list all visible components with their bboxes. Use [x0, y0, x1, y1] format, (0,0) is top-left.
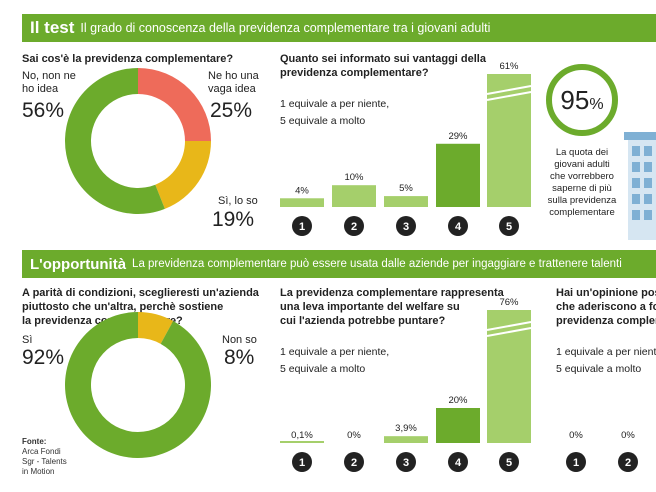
category-marker-3 — [396, 452, 416, 472]
bar1-question: Quanto sei informato sui vantaggi della … — [280, 53, 486, 79]
category-label-5: 5 — [506, 221, 512, 233]
bar-label-2: 0% — [621, 430, 635, 441]
source-note: Fonte: Arca Fondi Sgr - Talents in Motio… — [22, 437, 67, 476]
bar-label-2: 0% — [347, 430, 361, 441]
bar-label-1: 0,1% — [291, 430, 313, 441]
bar-label-3: 3,9% — [395, 423, 417, 434]
category-marker-4 — [448, 216, 468, 236]
category-marker-2 — [344, 216, 364, 236]
badge-circle: 95% — [546, 64, 618, 136]
bar-4 — [436, 408, 480, 443]
bar-label-4: 29% — [448, 131, 468, 142]
donut2-value-nonso: 8% — [224, 346, 255, 369]
bar-chart-3: 0% 1 0% 2 — [566, 430, 638, 472]
donut1-value-si: 19% — [212, 208, 255, 231]
donut1-value-no: 56% — [22, 99, 65, 122]
bar2-scale: 1 equivale a per niente, 5 equivale a mo… — [280, 346, 390, 375]
donut-slice-1 — [138, 68, 211, 141]
category-marker-3 — [396, 216, 416, 236]
category-marker-2 — [618, 452, 638, 472]
donut1-label-vaga: Ne ho una vaga idea — [208, 70, 259, 95]
donut-slice-2 — [155, 141, 211, 209]
donut-chart-1 — [65, 68, 211, 214]
bar-3 — [384, 196, 428, 207]
bar-chart-2: 0,1% 1 0% 2 3,9% 3 20% 4 76% 5 — [280, 297, 532, 472]
category-label-2: 2 — [351, 457, 357, 469]
category-label-3: 3 — [403, 221, 409, 233]
bar-label-4: 20% — [448, 395, 468, 406]
bar1-scale: 1 equivale a per niente, 5 equivale a mo… — [280, 98, 390, 127]
category-marker-1 — [292, 452, 312, 472]
bar-1-stub — [280, 441, 324, 443]
category-label-3: 3 — [403, 457, 409, 469]
category-marker-2 — [344, 452, 364, 472]
bar-1 — [280, 198, 324, 207]
badge-value: 95% — [560, 85, 603, 115]
building-icon — [624, 132, 656, 240]
third-scale: 1 equivale a per nient 5 equivale a molt… — [556, 346, 656, 375]
category-marker-5 — [499, 452, 519, 472]
donut2-value-si: 92% — [22, 346, 65, 369]
bar-label-5: 61% — [499, 61, 519, 72]
donut2-label-si: Sì — [22, 334, 33, 346]
donut1-label-no: No, non ne ho idea — [22, 70, 76, 95]
category-marker-4 — [448, 452, 468, 472]
category-label-2: 2 — [625, 457, 631, 469]
category-label-4: 4 — [455, 457, 462, 469]
donut-slice-0 — [64, 312, 211, 458]
category-label-1: 1 — [573, 457, 579, 469]
bar2-question: La previdenza complementare rappresenta … — [280, 287, 504, 327]
bar-3 — [384, 436, 428, 443]
donut-slice-0 — [65, 68, 165, 214]
section1-title: Il test — [30, 18, 75, 37]
donut1-label-si: Sì, lo so — [218, 195, 258, 207]
donut1-value-vaga: 25% — [210, 99, 253, 122]
section1-banner: Il test Il grado di conoscenza della pre… — [22, 14, 656, 42]
category-label-5: 5 — [506, 457, 512, 469]
third-question: Hai un'opinione positi che aderiscono a … — [556, 287, 656, 327]
bar-label-3: 5% — [399, 183, 413, 194]
section2-subtitle: La previdenza complementare può essere u… — [132, 258, 622, 270]
category-label-4: 4 — [455, 221, 462, 233]
donut-slice-1 — [138, 312, 174, 344]
section2-title: L'opportunità — [30, 255, 127, 273]
category-marker-1 — [292, 216, 312, 236]
bar-label-1: 0% — [569, 430, 583, 441]
category-marker-1 — [566, 452, 586, 472]
category-label-1: 1 — [299, 221, 305, 233]
section2-banner: L'opportunità La previdenza complementar… — [22, 250, 656, 278]
bar-label-5: 76% — [499, 297, 519, 308]
bar-label-2: 10% — [344, 172, 364, 183]
donut-chart-2 — [64, 312, 211, 458]
bar-chart-1: 4% 1 10% 2 5% 3 29% 4 61% 5 — [280, 61, 532, 236]
bar-label-1: 4% — [295, 185, 309, 196]
donut1-question: Sai cos'è la previdenza complementare? — [22, 53, 234, 65]
section1-subtitle: Il grado di conoscenza della previdenza … — [80, 21, 491, 35]
category-label-1: 1 — [299, 457, 305, 469]
badge-text: La quota dei giovani adulti che vorrebbe… — [547, 147, 617, 218]
donut2-label-nonso: Non so — [222, 334, 257, 346]
category-marker-5 — [499, 216, 519, 236]
bar-4 — [436, 143, 480, 207]
bar-2 — [332, 185, 376, 207]
category-label-2: 2 — [351, 221, 357, 233]
